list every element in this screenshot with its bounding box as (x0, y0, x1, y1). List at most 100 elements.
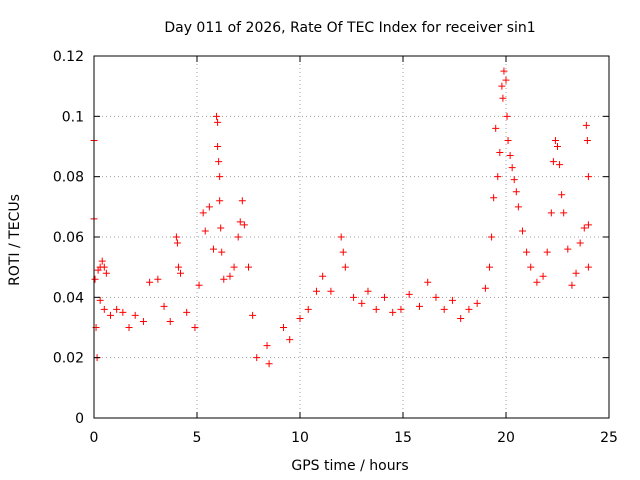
data-point (372, 305, 380, 313)
y-axis: 0 0.02 0.04 0.06 0.08 0.1 0.12 (53, 49, 609, 427)
data-point (230, 263, 238, 271)
data-point (102, 269, 110, 277)
data-point (564, 245, 572, 253)
data-point (177, 269, 185, 277)
data-point (583, 136, 591, 144)
data-point (146, 278, 154, 286)
data-point (214, 143, 222, 150)
data-point (96, 296, 104, 304)
data-point (496, 149, 504, 157)
data-point (304, 305, 312, 313)
data-point (238, 197, 246, 205)
data-point (183, 308, 191, 316)
data-point (172, 233, 180, 241)
data-point (492, 124, 500, 132)
data-point (397, 305, 405, 313)
data-point (494, 173, 502, 181)
data-point (263, 342, 271, 350)
data-point (457, 314, 465, 322)
y-tick-label: 0.04 (53, 290, 84, 306)
data-point (249, 311, 257, 319)
x-tick-label: 10 (291, 430, 309, 446)
data-point (556, 161, 564, 169)
data-point (218, 248, 226, 256)
data-point (286, 336, 294, 344)
data-point (500, 67, 508, 75)
data-point (253, 354, 261, 362)
data-point (240, 221, 248, 229)
data-point (486, 263, 494, 271)
data-point (213, 112, 221, 120)
data-point (523, 248, 531, 256)
data-point (576, 239, 584, 247)
data-point (98, 257, 106, 265)
data-point (389, 308, 397, 316)
data-point (100, 305, 108, 313)
data-point (296, 314, 304, 322)
x-tick-label: 15 (394, 430, 412, 446)
data-point (113, 305, 121, 313)
data-point (448, 296, 456, 304)
data-point (245, 263, 252, 271)
data-point (560, 209, 568, 217)
data-point (488, 233, 496, 241)
data-point (584, 221, 592, 229)
chart-title: Day 011 of 2026, Rate Of TEC Index for r… (164, 20, 535, 36)
data-point (236, 218, 244, 226)
data-point (139, 317, 147, 325)
data-point (498, 82, 506, 90)
y-tick-label: 0 (75, 411, 84, 427)
data-point (337, 233, 345, 241)
data-point (539, 272, 547, 280)
data-point (490, 194, 498, 202)
data-point (91, 275, 99, 283)
x-axis-label: GPS time / hours (291, 458, 408, 474)
x-tick-label: 0 (90, 430, 99, 446)
data-point (572, 269, 580, 277)
data-point (154, 275, 162, 283)
data-point (339, 248, 347, 256)
data-point (215, 158, 223, 166)
data-point (580, 224, 588, 232)
data-point (558, 191, 566, 199)
data-point (174, 263, 182, 271)
grid-lines (94, 56, 609, 418)
data-point (504, 136, 512, 144)
data-point (547, 209, 555, 217)
x-tick-label: 5 (193, 430, 202, 446)
data-point (205, 203, 213, 211)
data-point (405, 290, 413, 298)
data-point (195, 281, 203, 289)
data-point (106, 311, 114, 319)
data-point (380, 293, 388, 301)
data-point (191, 324, 199, 331)
x-tick-label: 20 (497, 430, 515, 446)
data-point (201, 227, 209, 235)
y-tick-label: 0.02 (53, 351, 84, 367)
data-point (584, 173, 592, 181)
data-point (199, 209, 207, 217)
data-point (312, 287, 320, 295)
data-point (551, 136, 559, 144)
data-point (582, 121, 590, 129)
data-point (350, 293, 358, 301)
data-point (432, 293, 440, 301)
data-point (280, 324, 288, 331)
data-point (543, 248, 551, 256)
data-point (473, 299, 481, 307)
data-point (549, 158, 557, 166)
data-point (499, 94, 507, 102)
data-point (160, 302, 168, 310)
data-point (319, 272, 327, 280)
data-point (364, 287, 372, 295)
data-point (440, 305, 448, 313)
data-point (568, 281, 576, 289)
data-point (514, 203, 522, 211)
data-point (508, 164, 516, 172)
data-point (502, 76, 510, 84)
data-point (265, 360, 273, 368)
data-point (503, 112, 511, 120)
data-point (131, 311, 139, 319)
data-marks (90, 67, 592, 368)
